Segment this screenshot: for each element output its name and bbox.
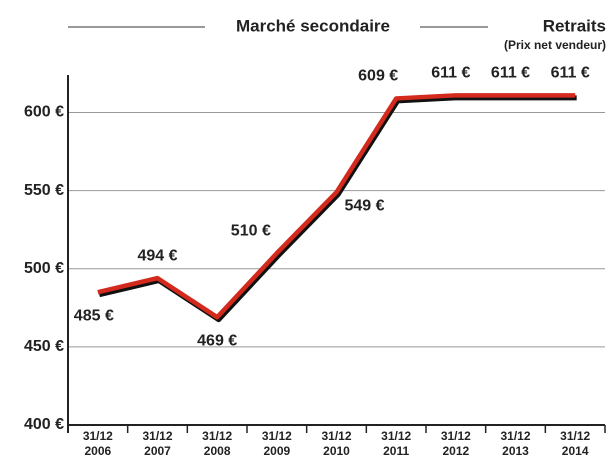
x-tick-label: 31/12 2012 [440, 429, 471, 458]
data-label: 494 € [137, 247, 177, 264]
x-tick-label: 31/12 2008 [202, 429, 233, 458]
y-tick-label: 450 € [24, 338, 64, 355]
data-label: 611 € [431, 65, 470, 82]
x-tick-label: 31/12 2011 [381, 429, 412, 458]
data-label: 510 € [231, 222, 271, 239]
annotation: (Prix net vendeur) [504, 38, 606, 52]
data-label: 609 € [358, 68, 398, 85]
data-label: 611 € [491, 65, 530, 82]
x-tick-label: 31/12 2010 [321, 429, 352, 458]
data-label: 485 € [74, 307, 114, 324]
y-tick-label: 500 € [24, 260, 64, 277]
data-label: 611 € [551, 65, 590, 82]
y-tick-label: 400 € [24, 416, 64, 433]
y-tick-label: 550 € [24, 182, 64, 199]
data-label: 469 € [197, 332, 237, 349]
line [97, 93, 576, 320]
data-label: 549 € [344, 197, 384, 214]
x-tick-label: 31/12 2014 [560, 429, 591, 458]
x-tick-label: 31/12 2007 [142, 429, 173, 458]
y-tick-label: 600 € [24, 104, 64, 121]
x-tick-label: 31/12 2013 [500, 429, 531, 458]
chart-title: Marché secondaire [236, 16, 390, 35]
x-tick-label: 31/12 2006 [82, 429, 113, 458]
x-tick-label: 31/12 2009 [261, 429, 292, 458]
chart-subtitle: Retraits [543, 16, 606, 35]
